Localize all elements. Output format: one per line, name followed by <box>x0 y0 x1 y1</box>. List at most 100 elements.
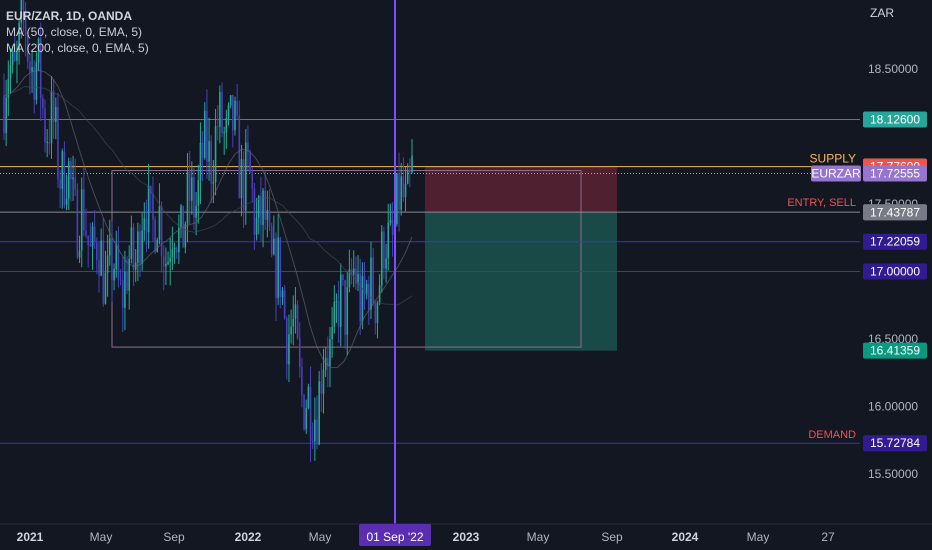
candle-body[interactable] <box>253 188 256 235</box>
candle-body[interactable] <box>380 231 383 286</box>
candle-body[interactable] <box>3 96 5 134</box>
candle-body[interactable] <box>402 176 405 198</box>
candle-body[interactable] <box>227 105 230 118</box>
candle-body[interactable] <box>391 220 394 236</box>
candle-body[interactable] <box>225 117 228 133</box>
candle-body[interactable] <box>221 92 223 134</box>
candle-body[interactable] <box>363 276 366 295</box>
candle-body[interactable] <box>87 235 89 246</box>
candle-body[interactable] <box>44 108 46 143</box>
candle-body[interactable] <box>182 205 184 248</box>
candle-body[interactable] <box>285 318 288 365</box>
candle-body[interactable] <box>197 180 200 206</box>
candle-body[interactable] <box>320 381 323 394</box>
candle-body[interactable] <box>137 231 139 263</box>
candle-body[interactable] <box>33 67 36 100</box>
candle-body[interactable] <box>180 205 182 228</box>
candle-body[interactable] <box>83 189 85 231</box>
demand-label[interactable]: DEMAND <box>808 429 856 441</box>
candle-body[interactable] <box>406 170 409 184</box>
candle-body[interactable] <box>186 171 189 224</box>
candle-body[interactable] <box>389 220 392 223</box>
candle-body[interactable] <box>277 237 279 299</box>
candle-body[interactable] <box>305 407 308 430</box>
candle-body[interactable] <box>281 290 284 298</box>
candle-body[interactable] <box>115 244 118 270</box>
candle-body[interactable] <box>333 301 336 327</box>
candle-body[interactable] <box>370 257 372 310</box>
candle-body[interactable] <box>229 95 232 106</box>
candle-body[interactable] <box>22 0 25 11</box>
candle-body[interactable] <box>383 231 385 269</box>
candle-body[interactable] <box>346 287 349 335</box>
candle-body[interactable] <box>292 318 295 327</box>
candles[interactable] <box>3 0 413 463</box>
candle-body[interactable] <box>98 260 100 276</box>
candle-body[interactable] <box>348 269 351 288</box>
candle-body[interactable] <box>352 268 355 275</box>
candle-body[interactable] <box>149 186 152 195</box>
candle-body[interactable] <box>193 177 195 218</box>
price-tag[interactable] <box>863 111 927 128</box>
candle-body[interactable] <box>344 280 346 335</box>
candle-body[interactable] <box>216 126 219 128</box>
candle-body[interactable] <box>376 302 379 323</box>
candle-body[interactable] <box>184 223 187 248</box>
candle-body[interactable] <box>387 222 390 259</box>
candle-body[interactable] <box>96 242 98 261</box>
price-tag[interactable] <box>863 342 927 359</box>
candle-body[interactable] <box>104 272 107 304</box>
candle-body[interactable] <box>108 238 111 256</box>
price-tag-label[interactable]: 17.22059 <box>870 235 920 249</box>
candle-body[interactable] <box>35 62 38 100</box>
ma50-line[interactable] <box>3 69 413 369</box>
candle-body[interactable] <box>249 152 251 173</box>
candle-body[interactable] <box>361 276 364 322</box>
candle-body[interactable] <box>91 226 94 247</box>
candle-body[interactable] <box>368 283 370 310</box>
candle-body[interactable] <box>208 141 210 162</box>
candle-body[interactable] <box>11 51 14 65</box>
candle-body[interactable] <box>169 257 172 262</box>
candle-body[interactable] <box>311 441 314 443</box>
candle-body[interactable] <box>7 78 10 98</box>
candle-body[interactable] <box>307 386 310 408</box>
candle-body[interactable] <box>24 10 27 37</box>
candle-body[interactable] <box>236 100 238 116</box>
take-profit-zone[interactable] <box>425 212 617 351</box>
candle-body[interactable] <box>288 334 290 365</box>
candle-body[interactable] <box>119 279 122 281</box>
candle-body[interactable] <box>143 218 146 231</box>
candle-body[interactable] <box>400 176 403 210</box>
candle-body[interactable] <box>154 219 156 253</box>
candle-body[interactable] <box>365 283 368 295</box>
candle-body[interactable] <box>158 206 161 240</box>
candle-body[interactable] <box>139 231 141 264</box>
candle-body[interactable] <box>156 239 159 253</box>
candle-body[interactable] <box>411 155 413 173</box>
symbol-tag-label[interactable]: EURZAR <box>811 167 861 181</box>
candle-body[interactable] <box>74 177 77 190</box>
candle-body[interactable] <box>329 339 331 367</box>
candle-body[interactable] <box>404 183 407 198</box>
candle-body[interactable] <box>260 196 262 225</box>
candle-body[interactable] <box>145 218 148 233</box>
candle-body[interactable] <box>409 170 411 173</box>
candle-body[interactable] <box>175 248 178 253</box>
price-tag-label[interactable]: 15.72784 <box>870 436 920 450</box>
candle-body[interactable] <box>188 171 191 201</box>
candle-body[interactable] <box>322 369 325 394</box>
candle-body[interactable] <box>337 301 340 327</box>
candle-body[interactable] <box>238 115 241 199</box>
candle-body[interactable] <box>255 217 258 235</box>
candle-body[interactable] <box>298 338 301 368</box>
candle-body[interactable] <box>279 237 282 298</box>
candle-body[interactable] <box>268 209 271 227</box>
candle-body[interactable] <box>318 381 320 445</box>
candle-body[interactable] <box>374 302 377 323</box>
candle-body[interactable] <box>165 263 167 267</box>
candle-body[interactable] <box>52 91 55 123</box>
candle-body[interactable] <box>9 64 12 79</box>
candle-body[interactable] <box>57 107 59 180</box>
